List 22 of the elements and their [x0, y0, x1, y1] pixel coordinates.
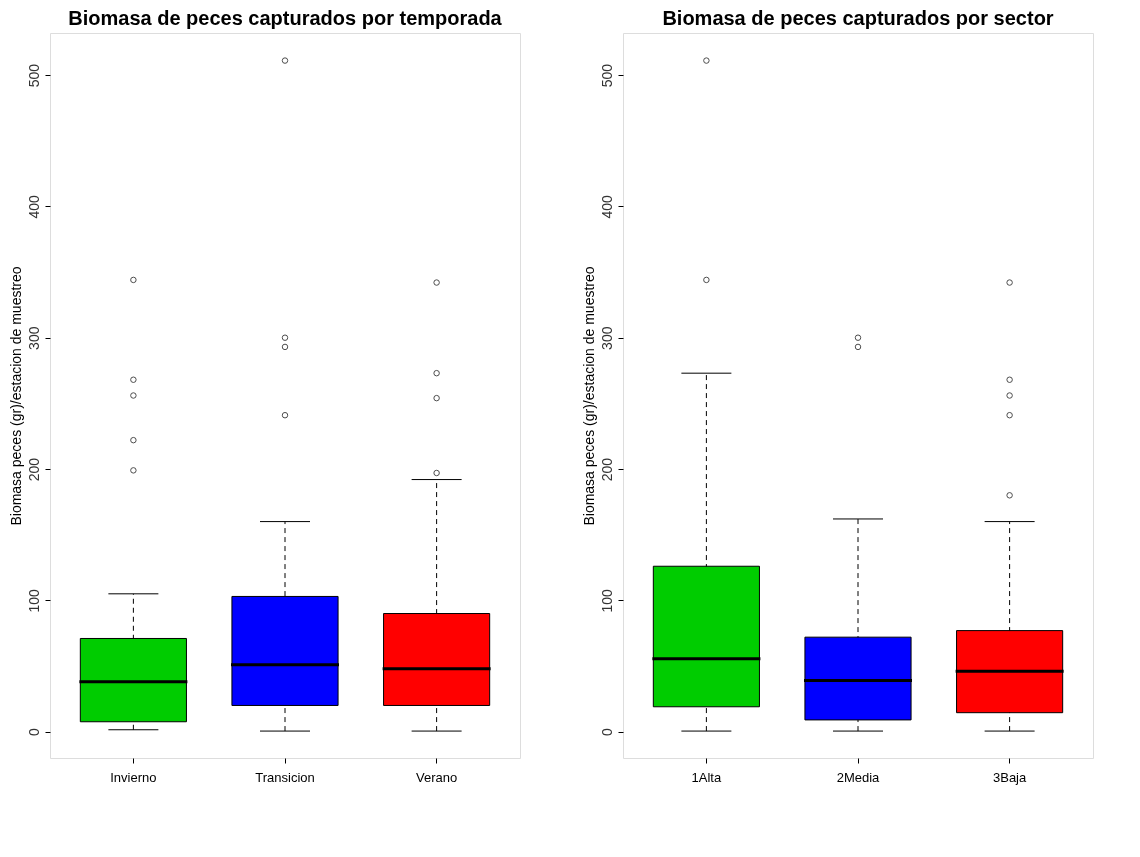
- y-tick-label: 500: [598, 63, 615, 88]
- y-tick-label: 0: [25, 728, 42, 737]
- y-tick-label: 300: [598, 326, 615, 350]
- x-tick-label: Invierno: [110, 769, 157, 785]
- y-tick-label: 100: [598, 589, 615, 613]
- y-tick-label: 500: [25, 63, 42, 88]
- y-tick-label: 0: [598, 728, 615, 737]
- y-tick-label: 400: [25, 194, 42, 219]
- y-tick-label: 300: [25, 326, 42, 350]
- y-tick-label: 400: [598, 194, 615, 219]
- x-tick-label: Verano: [416, 769, 458, 785]
- x-tick-label: 2Media: [836, 769, 881, 785]
- y-axis-title: Biomasa peces (gr)/estacion de muestreo: [580, 266, 597, 526]
- x-tick-label: 1Alta: [691, 769, 722, 785]
- chart-title: Biomasa de peces capturados por temporada: [68, 7, 503, 29]
- y-tick-label: 100: [25, 589, 42, 613]
- y-tick-label: 200: [598, 457, 615, 482]
- y-axis-title: Biomasa peces (gr)/estacion de muestreo: [7, 266, 24, 526]
- chart-title: Biomasa de peces capturados por sector: [662, 7, 1054, 29]
- y-tick-label: 200: [25, 457, 42, 482]
- x-tick-label: Transicion: [255, 769, 315, 785]
- x-tick-label: 3Baja: [992, 769, 1028, 785]
